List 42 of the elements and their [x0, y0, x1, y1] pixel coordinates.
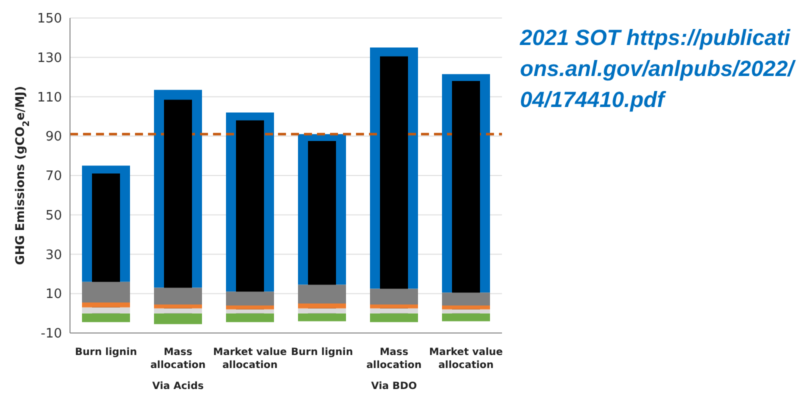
bar	[370, 308, 418, 314]
x-tick-label: Market value allocation	[429, 347, 504, 371]
bar	[298, 303, 346, 308]
bar	[442, 305, 490, 310]
y-tick-label: 90	[45, 130, 62, 145]
x-tick-label: Mass allocation	[366, 347, 422, 371]
text: 2021 SOT https://publications.anl.gov/anlpubs/2022/04/174410.pdf	[520, 24, 797, 114]
y-tick-label: 70	[45, 169, 62, 184]
y-tick-label: 30	[45, 248, 62, 263]
bar	[442, 292, 490, 306]
x-tick-label: Mass allocation	[150, 347, 206, 371]
bar	[154, 288, 202, 304]
x-tick-label: Burn lignin	[75, 347, 137, 358]
bar	[226, 313, 274, 322]
bar	[82, 282, 130, 302]
bar	[442, 313, 490, 322]
bar	[154, 308, 202, 314]
bar	[298, 284, 346, 304]
bar	[82, 313, 130, 322]
x-tick-label: Burn lignin	[291, 347, 353, 358]
bar	[154, 304, 202, 308]
bar	[370, 313, 418, 322]
y-tick-label: -10	[40, 326, 62, 342]
bar	[298, 308, 346, 314]
x-tick-label: Market value allocation	[213, 347, 288, 371]
y-tick-label: 130	[37, 50, 62, 66]
y-tick-label: 10	[45, 287, 62, 302]
text: Via BDO	[370, 381, 418, 392]
y-tick-label: 50	[45, 208, 62, 224]
bar	[226, 305, 274, 310]
y-tick-label: 150	[37, 12, 62, 27]
bar	[442, 309, 490, 314]
bar	[226, 292, 274, 306]
bar	[298, 313, 346, 322]
text: Via Acids	[151, 381, 205, 392]
y-tick-label: 110	[37, 90, 62, 106]
bar	[82, 302, 130, 308]
bar	[82, 307, 130, 314]
bar	[370, 288, 418, 304]
bar	[226, 309, 274, 314]
bar	[370, 304, 418, 308]
bar	[154, 313, 202, 324]
